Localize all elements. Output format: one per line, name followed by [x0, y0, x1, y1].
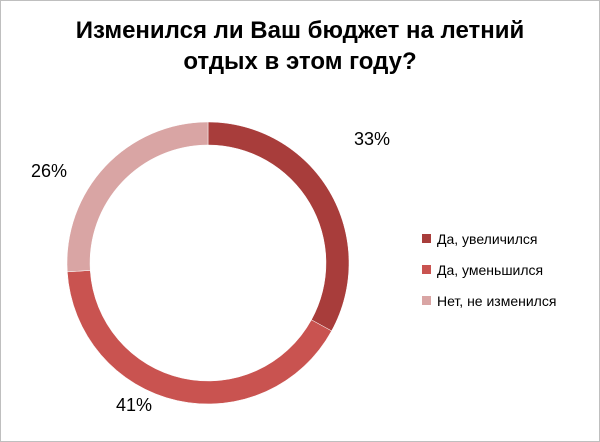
legend-label-decreased: Да, уменьшился: [437, 261, 544, 278]
chart-title-line-2: отдых в этом году?: [183, 48, 417, 75]
data-label-decreased: 41%: [116, 395, 152, 415]
legend-swatch-increased: [422, 234, 431, 243]
legend-swatch-decreased: [422, 265, 431, 274]
slice-unchanged: [66, 121, 209, 273]
legend: Да, увеличился Да, уменьшился Нет, не из…: [422, 223, 556, 316]
chart-title-line-1: Изменился ли Ваш бюджет на летний: [75, 17, 525, 44]
legend-swatch-unchanged: [422, 296, 431, 305]
legend-label-unchanged: Нет, не изменился: [437, 292, 557, 309]
data-label-unchanged: 26%: [31, 161, 67, 181]
legend-item-increased: Да, увеличился: [422, 223, 556, 254]
legend-label-increased: Да, увеличился: [437, 230, 538, 247]
slice-decreased: [67, 270, 332, 405]
chart-title: Изменился ли Ваш бюджет на летний отдых …: [1, 15, 599, 77]
legend-item-decreased: Да, уменьшился: [422, 254, 556, 285]
legend-item-unchanged: Нет, не изменился: [422, 285, 556, 316]
slice-increased: [207, 121, 350, 332]
data-label-increased: 33%: [354, 129, 390, 149]
